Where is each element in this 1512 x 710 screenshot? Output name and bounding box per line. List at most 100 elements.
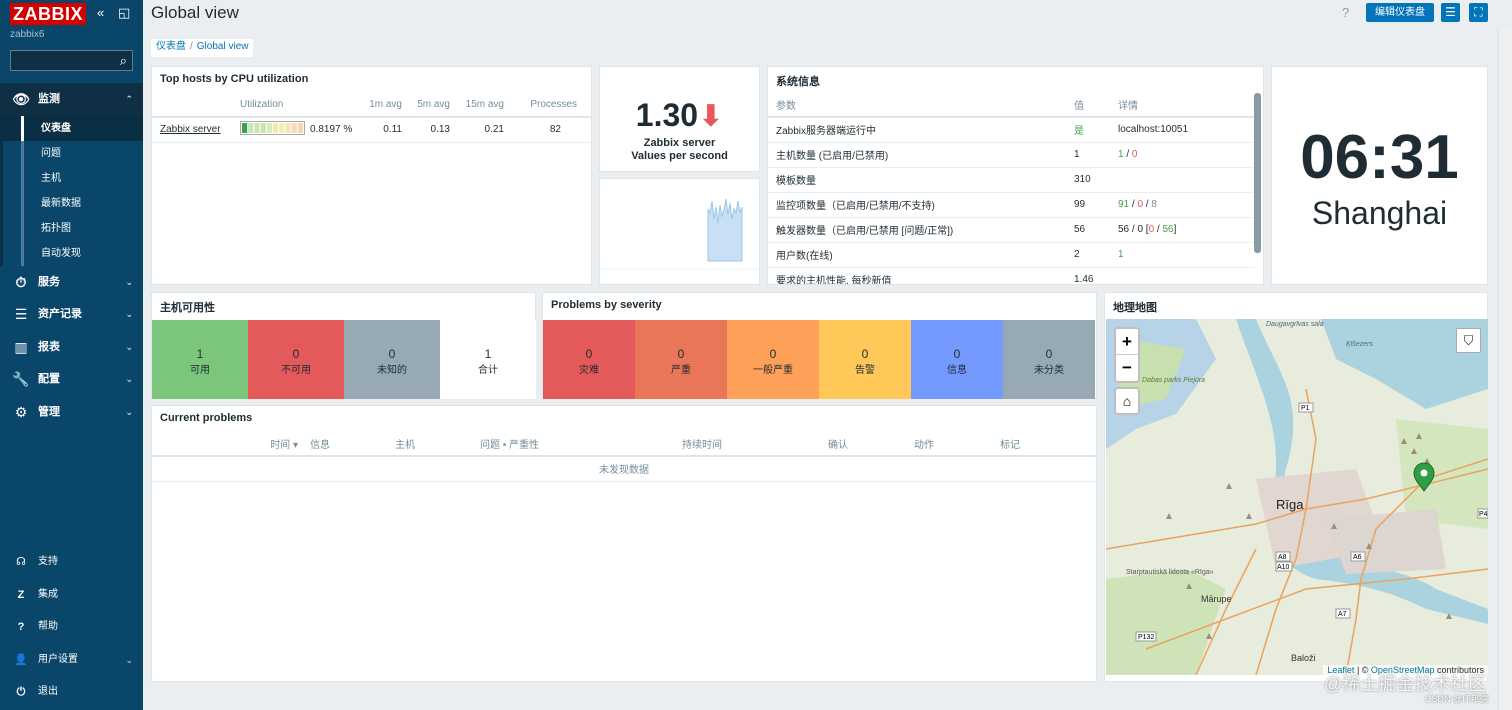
menu-configuration[interactable]: 🔧 配置 ⌄: [0, 363, 143, 396]
col-utilization: Utilization: [240, 92, 310, 118]
tile-count: 1: [484, 347, 492, 361]
zabbix-logo[interactable]: ZABBIX: [10, 3, 86, 25]
collapse-sidebar-icon[interactable]: «: [97, 5, 105, 20]
clock-widget: 06:31 Shanghai: [1271, 66, 1488, 285]
chevron-down-icon: ⌄: [125, 406, 133, 417]
detail-part: 0: [1131, 149, 1138, 160]
tile-0[interactable]: 0 灾难: [543, 320, 635, 399]
col-details: 详情: [1118, 92, 1255, 118]
breadcrumb-dashboards[interactable]: 仪表盘: [156, 41, 186, 52]
road-shield: A6: [1350, 551, 1366, 562]
tile-4[interactable]: 0 信息: [911, 320, 1003, 399]
menu-user-settings[interactable]: 👤 用户设置 ⌄: [0, 644, 143, 677]
util-cell: [279, 123, 285, 134]
dashboard-menu-icon[interactable]: ☰: [1441, 3, 1460, 22]
problems-by-severity-widget: Problems by severity 0 灾难 0 严重 0 一般严重 0 告警 0 信息 0 未…: [542, 292, 1097, 399]
chevron-down-icon: ⌄: [125, 341, 133, 352]
detail-part: 1: [1118, 149, 1124, 160]
breadcrumb-separator: /: [190, 41, 193, 52]
tile-count: 0: [861, 347, 869, 361]
menu-label: 管理: [38, 405, 60, 418]
menu-label: 报表: [38, 340, 60, 353]
sysinfo-param: 用户数(在线): [768, 242, 1074, 268]
submenu-dashboard[interactable]: 仪表盘: [0, 115, 143, 141]
sysinfo-value: 2: [1074, 242, 1118, 268]
col-time-sortable[interactable]: 时间 ▾: [152, 431, 310, 457]
menu-integrations[interactable]: Z 集成: [0, 579, 143, 612]
road-shield: A8: [1275, 551, 1291, 562]
chevron-down-icon: ⌄: [125, 276, 133, 287]
top-hosts-table: Utilization 1m avg 5m avg 15m avg Proces…: [152, 92, 591, 143]
tile-3[interactable]: 1 合计: [440, 320, 536, 399]
tile-2[interactable]: 0 未知的: [344, 320, 440, 399]
menu-inventory[interactable]: ☰ 资产记录 ⌄: [0, 298, 143, 331]
avg-5m: 0.13: [410, 117, 458, 143]
sysinfo-details: 56 / 0 [0 / 56]: [1118, 217, 1255, 243]
zoom-out-button[interactable]: −: [1122, 358, 1132, 377]
road-shield: P132: [1135, 631, 1157, 642]
submenu-discovery[interactable]: 自动发现: [0, 240, 143, 266]
breadcrumb: 仪表盘 / Global view: [151, 39, 254, 57]
tile-2[interactable]: 0 一般严重: [727, 320, 819, 399]
scrollbar[interactable]: [1254, 93, 1261, 253]
system-info-widget: 系统信息 参数 值 详情 Zabbix服务器端运行中是 localhost:100…: [767, 66, 1264, 285]
help-icon[interactable]: ?: [1342, 5, 1350, 20]
vps-label: Zabbix server Values per second: [600, 137, 759, 163]
tile-5[interactable]: 0 未分类: [1003, 320, 1095, 399]
menu-administration[interactable]: ⚙ 管理 ⌄: [0, 396, 143, 429]
tile-3[interactable]: 0 告警: [819, 320, 911, 399]
main-content: Global view ? 编辑仪表盘 ☰ ⛶ 仪表盘 / Global view …: [143, 0, 1512, 710]
map-marker: [1413, 462, 1435, 492]
submenu-problems[interactable]: 问题: [0, 140, 143, 166]
vps-value: 1.30: [635, 97, 699, 133]
headset-icon: ☊: [16, 556, 26, 568]
tile-1[interactable]: 0 不可用: [248, 320, 344, 399]
breadcrumb-current[interactable]: Global view: [196, 41, 249, 52]
search-icon[interactable]: ⌕: [119, 53, 127, 68]
tile-label: 合计: [478, 365, 498, 376]
menu-label: 资产记录: [38, 308, 82, 320]
map-tiles[interactable]: Daugavgrīvas sala Ķīšezers Dabas parks P…: [1106, 319, 1488, 675]
menu-reports[interactable]: ▥ 报表 ⌄: [0, 331, 143, 364]
avg-1m: 0.11: [360, 117, 410, 143]
submenu-latest-data[interactable]: 最新数据: [0, 190, 143, 216]
zoom-in-button[interactable]: +: [1116, 329, 1138, 355]
submenu-maps[interactable]: 拓扑图: [0, 215, 143, 241]
home-icon[interactable]: ⌂: [1114, 387, 1140, 415]
kiosk-mode-icon[interactable]: ◱: [118, 5, 131, 20]
table-row: 模板数量 310: [768, 167, 1255, 193]
sidebar: ZABBIX « ◱ zabbix6 ⌕ 👁 监测 ⌃ 仪表盘 问题 主机 最新…: [0, 0, 143, 710]
menu-help[interactable]: ? 帮助: [0, 611, 143, 644]
svg-text:A7: A7: [1338, 611, 1347, 618]
leaflet-link[interactable]: Leaflet: [1327, 665, 1355, 675]
util-cell: [266, 123, 272, 134]
timer-icon: ⏱: [15, 273, 27, 290]
menu-services[interactable]: ⏱ 服务 ⌄: [0, 266, 143, 299]
page-scrollbar[interactable]: [1498, 30, 1512, 710]
menu-sign-out[interactable]: ⏻ 退出: [0, 676, 143, 709]
map-canvas[interactable]: Daugavgrīvas sala Ķīšezers Dabas parks P…: [1106, 319, 1488, 675]
detail-part: 56: [1162, 224, 1174, 235]
vps-host: Zabbix server: [643, 137, 716, 149]
col-host: [152, 92, 240, 118]
sidebar-search-input[interactable]: ⌕: [10, 50, 133, 71]
fullscreen-icon[interactable]: ⛶: [1469, 3, 1488, 22]
menu-monitoring[interactable]: 👁 监测 ⌃: [0, 83, 143, 116]
edit-dashboard-button[interactable]: 编辑仪表盘: [1366, 3, 1434, 22]
attribution-sep: | ©: [1354, 665, 1371, 675]
menu-label: 配置: [38, 373, 60, 385]
filter-icon[interactable]: ⛉: [1456, 328, 1481, 353]
tile-1[interactable]: 0 严重: [635, 320, 727, 399]
road-shield: P1: [1298, 402, 1314, 413]
svg-text:A10: A10: [1277, 564, 1290, 571]
host-link[interactable]: Zabbix server: [160, 124, 221, 136]
svg-text:P1: P1: [1301, 405, 1310, 412]
tile-0[interactable]: 1 可用: [152, 320, 248, 399]
menu-support[interactable]: ☊ 支持: [0, 546, 143, 579]
table-row: 监控项数量（已启用/已禁用/不支持) 99 91 / 0 / 8: [768, 192, 1255, 218]
util-cell: [260, 123, 266, 134]
sysinfo-value: 1: [1074, 142, 1118, 168]
submenu-hosts[interactable]: 主机: [0, 165, 143, 191]
osm-link[interactable]: OpenStreetMap: [1370, 665, 1435, 675]
bar-chart-icon: ▥: [14, 338, 28, 355]
